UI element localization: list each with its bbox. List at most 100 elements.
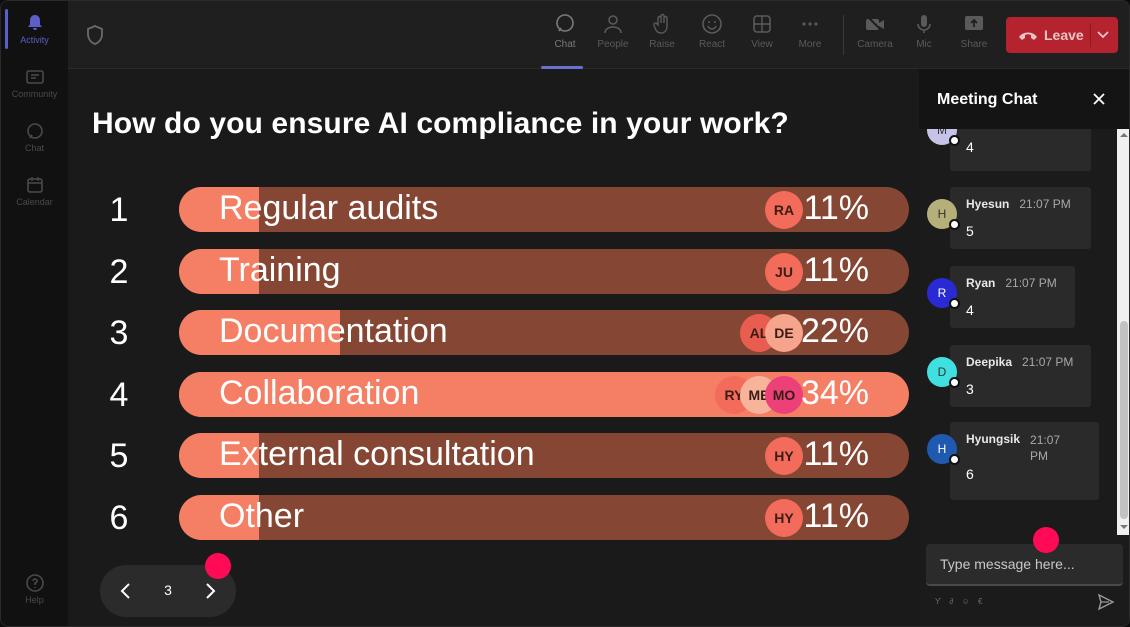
option-bar-fill: [179, 372, 428, 417]
rail-label-help: Help: [25, 595, 44, 605]
voter-avatar: RA: [765, 191, 803, 229]
chat-message-list: MMorgan21:07 PM4 H Hyesun 21:07 PM 5 R Ryan 21:…: [919, 129, 1117, 535]
voter-avatars: RA: [765, 191, 803, 229]
option-number: 1: [109, 191, 129, 229]
presence-status-icon: [949, 377, 960, 388]
calendar-icon: [26, 177, 43, 193]
option-bar[interactable]: External consultation HY 11%: [179, 433, 909, 478]
toolbar-more-button[interactable]: More: [788, 11, 832, 61]
option-label: Documentation: [219, 312, 448, 350]
chat-avatar-initial: H: [937, 442, 947, 456]
toolbar-share-button[interactable]: Share: [952, 11, 996, 61]
toolbar-view-button[interactable]: View: [740, 11, 784, 61]
close-icon[interactable]: [1091, 91, 1107, 107]
voter-avatar: DE: [765, 314, 803, 352]
option-bar[interactable]: Regular audits RA 11%: [179, 187, 909, 232]
shield-icon: [87, 25, 103, 45]
toolbar-raise-button[interactable]: Raise: [640, 11, 684, 61]
presence-status-icon: [949, 135, 960, 146]
toolbar-raise-label: Raise: [649, 39, 675, 50]
toolbar-mic-button[interactable]: Mic: [902, 11, 946, 61]
camera-off-icon: [866, 15, 884, 33]
option-percent: 34%: [800, 374, 869, 412]
hang-up-phone-icon: [1019, 32, 1037, 40]
scroll-down-arrow-icon[interactable]: [1120, 523, 1128, 531]
meeting-toolbar: Chat People Raise React View More Camera: [68, 1, 1129, 69]
chat-avatar-initial: H: [937, 207, 947, 221]
option-percent: 11%: [803, 189, 869, 227]
chat-sender: Deepika: [966, 355, 1013, 369]
option-bar-fill: [179, 187, 260, 232]
rail-item-activity[interactable]: Activity: [1, 9, 68, 49]
rail-item-community[interactable]: Community: [1, 67, 68, 99]
send-icon[interactable]: [1097, 593, 1115, 611]
chat-message-input[interactable]: [926, 544, 1123, 586]
meeting-chat-panel: Meeting Chat MMorgan21:07 PM4 H Hyesun 21:0…: [919, 69, 1129, 626]
chat-sender: Hyungsik: [966, 432, 1021, 446]
chat-bubble: Hyungsik 21:07 PM 6: [950, 422, 1099, 500]
chevron-down-icon[interactable]: [1096, 27, 1110, 41]
option-percent: 11%: [803, 497, 869, 535]
chat-avatar: R: [927, 278, 960, 309]
chat-sender: Hyesun: [966, 197, 1010, 211]
chat-timestamp: 21:07 PM: [1005, 276, 1057, 290]
raise-hand-icon: [653, 13, 668, 34]
voter-avatar: JU: [765, 253, 803, 291]
chat-timestamp: 21:07 PM: [1030, 433, 1061, 463]
chevron-right-icon[interactable]: [202, 581, 218, 601]
presence-status-icon: [949, 454, 960, 465]
option-bar-fill: [179, 310, 340, 355]
presence-status-icon: [949, 219, 960, 230]
option-bar[interactable]: Collaboration RY ME MO 34%: [179, 372, 909, 417]
chat-sender: Ryan: [966, 276, 996, 290]
option-bar[interactable]: Training JU 11%: [179, 249, 909, 294]
voter-avatars: AL DE: [740, 314, 803, 352]
toolbar-people-button[interactable]: People: [591, 11, 635, 61]
chat-scrollbar[interactable]: [1117, 129, 1129, 535]
chat-title: Meeting Chat: [937, 91, 1038, 108]
chat-avatar-initial: R: [937, 286, 947, 300]
poll-question: How do you ensure AI compliance in your …: [92, 107, 789, 140]
rail-label-calendar: Calendar: [16, 197, 53, 207]
option-bar-fill: [179, 495, 260, 540]
rail-item-chat[interactable]: Chat: [1, 121, 68, 153]
option-number: 3: [109, 314, 129, 352]
toolbar-chat-button[interactable]: Chat: [541, 11, 587, 69]
chat-avatar: H: [927, 434, 960, 465]
toolbar-react-button[interactable]: React: [690, 11, 734, 61]
voter-avatars: JU: [765, 253, 803, 291]
scroll-up-arrow-icon[interactable]: [1120, 131, 1128, 139]
poll-option-row: 6 Other HY 11%: [68, 495, 919, 541]
option-number: 4: [109, 376, 129, 414]
presence-status-icon: [949, 298, 960, 309]
pointer-indicator: [205, 553, 231, 579]
rail-label-chat: Chat: [24, 143, 44, 153]
toolbar-camera-button[interactable]: Camera: [853, 11, 897, 61]
option-bar[interactable]: Documentation AL DE 22%: [179, 310, 909, 355]
chat-text: 4: [966, 139, 974, 155]
voter-avatars: HY: [765, 437, 803, 475]
chat-bubble-icon: [556, 14, 574, 32]
voter-avatars: HY: [765, 499, 803, 537]
option-percent: 11%: [803, 251, 869, 289]
chevron-left-icon[interactable]: [118, 581, 134, 601]
rail-item-help[interactable]: Help: [1, 573, 68, 605]
rail-label-community: Community: [11, 89, 58, 99]
option-bar[interactable]: Other HY 11%: [179, 495, 909, 540]
leave-divider: [1090, 23, 1091, 47]
toolbar-more-label: More: [798, 39, 822, 50]
chat-bubble: Hyesun 21:07 PM 5: [950, 187, 1091, 249]
more-dots-icon: [802, 22, 818, 26]
smiley-icon: [702, 14, 722, 34]
format-toolbar[interactable]: Ƴ ∂ ☺ €: [935, 597, 986, 606]
scrollbar-thumb[interactable]: [1120, 321, 1128, 519]
leave-button[interactable]: Leave: [1006, 17, 1118, 53]
voter-avatars: RY ME MO: [715, 376, 803, 414]
option-label: Collaboration: [219, 374, 420, 412]
poll-option-row: 3 Documentation AL DE 22%: [68, 310, 919, 356]
chat-avatar-initial: M: [937, 129, 947, 137]
poll-option-row: 2 Training JU 11%: [68, 249, 919, 295]
chat-avatar-initial: D: [937, 365, 947, 379]
rail-item-calendar[interactable]: Calendar: [1, 175, 68, 207]
chat-bubble: Deepika 21:07 PM 3: [950, 345, 1091, 407]
